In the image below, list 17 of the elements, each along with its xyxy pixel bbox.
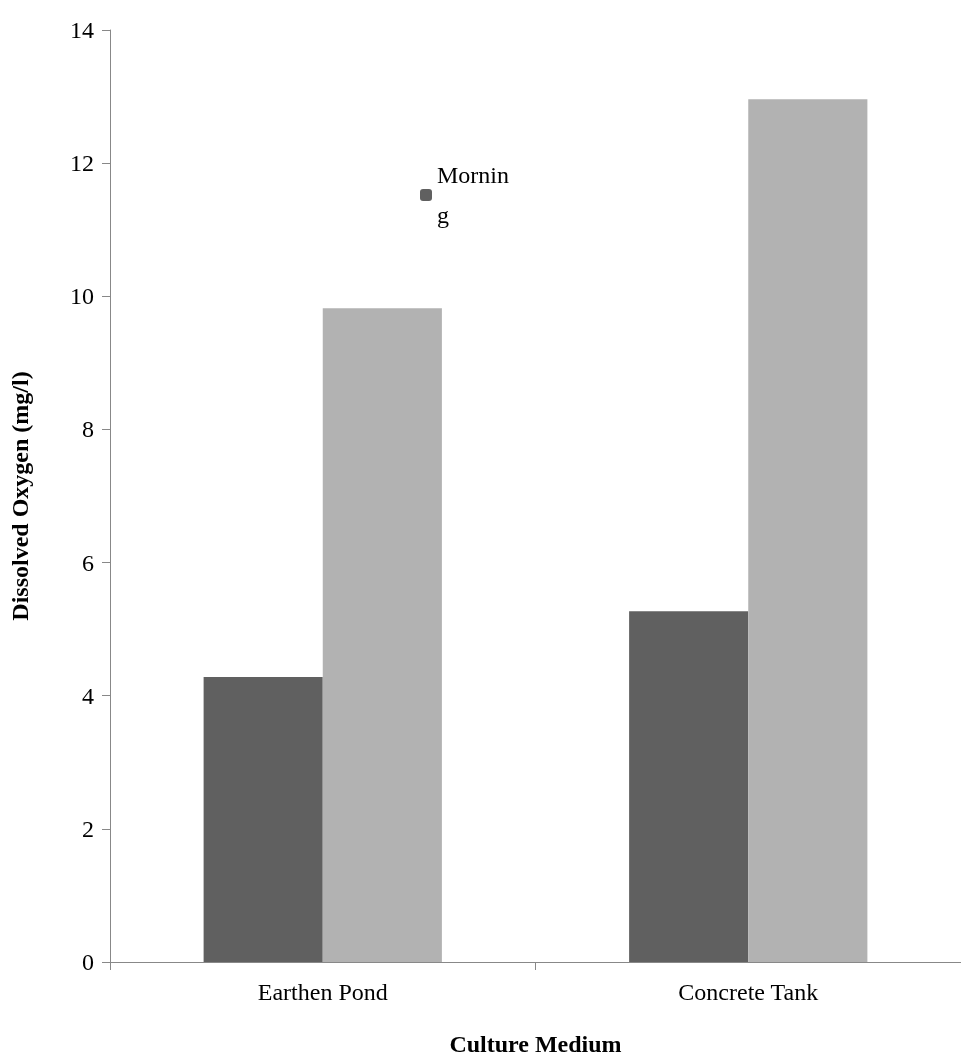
y-tick-label: 6 (82, 549, 94, 576)
y-axis-title: Dissolved Oxygen (mg/l) (7, 371, 33, 621)
y-tick-label: 0 (82, 949, 94, 975)
x-tick-label: Earthen Pond (257, 979, 388, 1005)
bar (748, 99, 868, 962)
y-tick-label: 12 (70, 150, 94, 177)
bar (322, 308, 442, 962)
y-tick-label: 4 (82, 682, 94, 709)
x-axis-title: Culture Medium (449, 1031, 622, 1057)
y-tick-label: 8 (82, 416, 94, 443)
y-tick-label: 14 (70, 17, 94, 43)
x-tick-label: Concrete Tank (678, 979, 819, 1005)
legend-label: Morning (437, 162, 509, 228)
y-tick-label: 10 (70, 283, 94, 310)
y-tick-label: 2 (82, 815, 94, 842)
bar (203, 677, 323, 962)
bar (629, 611, 749, 962)
